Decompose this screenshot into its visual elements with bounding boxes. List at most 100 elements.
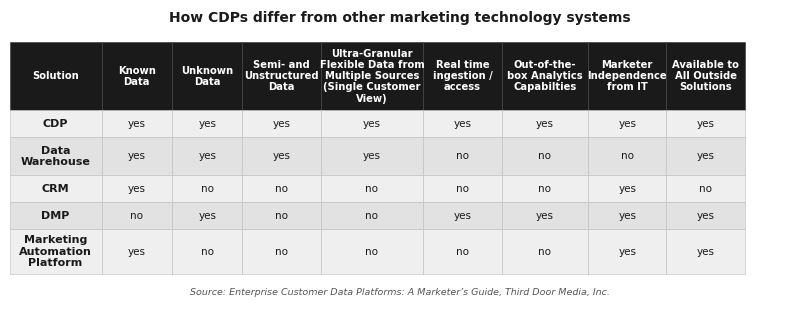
Bar	[423, 202, 502, 229]
Bar	[666, 202, 745, 229]
Text: How CDPs differ from other marketing technology systems: How CDPs differ from other marketing tec…	[169, 11, 631, 25]
Text: yes: yes	[128, 151, 146, 161]
Bar	[102, 175, 172, 202]
Text: no: no	[456, 184, 469, 194]
Bar	[588, 175, 666, 202]
Bar	[242, 110, 321, 137]
Text: yes: yes	[618, 119, 636, 129]
Text: yes: yes	[536, 119, 554, 129]
Bar	[588, 229, 666, 274]
Text: yes: yes	[198, 210, 216, 221]
Text: no: no	[201, 247, 214, 257]
Bar	[321, 137, 423, 175]
Bar	[423, 110, 502, 137]
Bar	[102, 42, 172, 110]
Bar	[666, 175, 745, 202]
Text: no: no	[201, 184, 214, 194]
Text: no: no	[275, 210, 288, 221]
Bar	[321, 202, 423, 229]
Text: Data
Warehouse: Data Warehouse	[21, 145, 90, 167]
Bar	[10, 202, 102, 229]
Text: Known
Data: Known Data	[118, 65, 156, 87]
Bar	[321, 229, 423, 274]
Text: Marketing
Automation
Platform: Marketing Automation Platform	[19, 235, 92, 268]
Text: Unknown
Data: Unknown Data	[181, 65, 234, 87]
Bar	[588, 42, 666, 110]
Text: yes: yes	[618, 184, 636, 194]
Text: yes: yes	[128, 119, 146, 129]
Text: Marketer
Independence
from IT: Marketer Independence from IT	[587, 60, 667, 92]
Text: yes: yes	[697, 119, 714, 129]
Bar	[172, 42, 242, 110]
Bar	[10, 42, 102, 110]
Text: yes: yes	[273, 119, 290, 129]
Bar	[10, 137, 102, 175]
Text: no: no	[538, 151, 551, 161]
Bar	[242, 229, 321, 274]
Text: no: no	[621, 151, 634, 161]
Text: no: no	[366, 247, 378, 257]
Bar	[502, 42, 588, 110]
Text: yes: yes	[697, 247, 714, 257]
Text: no: no	[538, 247, 551, 257]
Text: no: no	[366, 210, 378, 221]
Bar	[423, 137, 502, 175]
Text: no: no	[275, 247, 288, 257]
Text: yes: yes	[128, 247, 146, 257]
Bar	[172, 229, 242, 274]
Bar	[102, 202, 172, 229]
Text: DMP: DMP	[42, 210, 70, 221]
Text: Out-of-the-
box Analytics
Capabilties: Out-of-the- box Analytics Capabilties	[507, 60, 582, 92]
Bar	[102, 110, 172, 137]
Bar	[502, 137, 588, 175]
Bar	[321, 175, 423, 202]
Bar	[242, 202, 321, 229]
Text: yes: yes	[128, 184, 146, 194]
Bar	[10, 175, 102, 202]
Text: Available to
All Outside
Solutions: Available to All Outside Solutions	[672, 60, 739, 92]
Bar	[172, 110, 242, 137]
Text: yes: yes	[697, 151, 714, 161]
Text: yes: yes	[273, 151, 290, 161]
Bar	[10, 110, 102, 137]
Bar	[423, 42, 502, 110]
Bar	[502, 229, 588, 274]
Text: yes: yes	[363, 151, 381, 161]
Bar	[172, 202, 242, 229]
Text: yes: yes	[454, 210, 471, 221]
Text: yes: yes	[363, 119, 381, 129]
Text: yes: yes	[697, 210, 714, 221]
Text: no: no	[456, 151, 469, 161]
Text: Real time
ingestion /
access: Real time ingestion / access	[433, 60, 492, 92]
Text: Ultra-Granular
Flexible Data from
Multiple Sources
(Single Customer
View): Ultra-Granular Flexible Data from Multip…	[320, 49, 424, 104]
Bar	[172, 137, 242, 175]
Bar	[10, 229, 102, 274]
Bar	[502, 175, 588, 202]
Bar	[242, 175, 321, 202]
Bar	[666, 229, 745, 274]
Text: no: no	[366, 184, 378, 194]
Bar	[502, 202, 588, 229]
Bar	[588, 202, 666, 229]
Bar	[102, 137, 172, 175]
Text: Semi- and
Unstructured
Data: Semi- and Unstructured Data	[244, 60, 319, 92]
Bar	[502, 110, 588, 137]
Text: yes: yes	[198, 151, 216, 161]
Bar	[321, 42, 423, 110]
Text: Source: Enterprise Customer Data Platforms: A Marketer’s Guide, Third Door Media: Source: Enterprise Customer Data Platfor…	[190, 288, 610, 298]
Bar	[666, 110, 745, 137]
Text: no: no	[538, 184, 551, 194]
Bar	[588, 137, 666, 175]
Text: yes: yes	[454, 119, 471, 129]
Text: CRM: CRM	[42, 184, 70, 194]
Text: yes: yes	[618, 247, 636, 257]
Bar	[666, 42, 745, 110]
Text: no: no	[275, 184, 288, 194]
Bar	[102, 229, 172, 274]
Text: yes: yes	[618, 210, 636, 221]
Bar	[242, 42, 321, 110]
Bar	[666, 137, 745, 175]
Text: no: no	[699, 184, 712, 194]
Text: CDP: CDP	[43, 119, 68, 129]
Text: yes: yes	[198, 119, 216, 129]
